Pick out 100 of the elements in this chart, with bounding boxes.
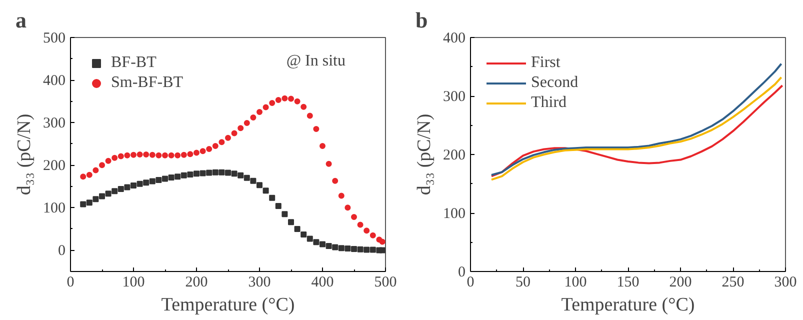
point xyxy=(212,142,218,149)
x-tick-label: 250 xyxy=(722,274,744,290)
point xyxy=(262,188,269,194)
point xyxy=(149,152,156,158)
point xyxy=(370,246,376,253)
point xyxy=(282,211,288,218)
point xyxy=(187,151,194,158)
y-tick-label: 100 xyxy=(443,206,466,222)
point xyxy=(294,98,300,104)
point xyxy=(313,239,320,246)
y-tick-label: 400 xyxy=(43,73,66,90)
point xyxy=(300,104,307,110)
point xyxy=(370,232,376,238)
point xyxy=(168,152,174,158)
point xyxy=(92,167,99,174)
annotation: @ In situ xyxy=(286,52,346,70)
point xyxy=(262,104,269,110)
y-tick-label: 100 xyxy=(43,200,66,217)
point xyxy=(143,152,150,158)
chart-title: b xyxy=(416,8,428,32)
point xyxy=(99,162,105,168)
point xyxy=(344,246,351,252)
point xyxy=(364,246,370,253)
point xyxy=(112,188,118,194)
point xyxy=(212,169,218,176)
point xyxy=(200,148,206,154)
point xyxy=(256,182,262,188)
point xyxy=(105,190,112,197)
point xyxy=(244,174,250,181)
point xyxy=(338,245,344,252)
x-tick-label: 50 xyxy=(516,274,530,290)
x-axis-title: Temperature (°C) xyxy=(161,294,295,316)
x-tick-label: 300 xyxy=(774,274,797,290)
point xyxy=(143,180,150,186)
point xyxy=(282,95,288,102)
point xyxy=(269,194,276,201)
point xyxy=(168,174,174,180)
point xyxy=(332,244,338,250)
legend-label: Third xyxy=(531,94,567,112)
point xyxy=(124,184,130,190)
point xyxy=(231,170,238,177)
point xyxy=(238,172,244,178)
y-tick-label: 400 xyxy=(443,30,466,46)
y-tick-label: 0 xyxy=(58,243,66,260)
point xyxy=(326,160,332,167)
point xyxy=(130,152,136,158)
point xyxy=(174,174,181,180)
point xyxy=(326,242,332,249)
point xyxy=(275,97,282,104)
legend-label: First xyxy=(531,54,560,72)
point xyxy=(194,150,200,156)
point xyxy=(200,170,206,176)
point xyxy=(300,231,307,238)
x-tick-label: 500 xyxy=(374,274,397,290)
point xyxy=(306,236,313,242)
point xyxy=(149,178,156,184)
point xyxy=(357,222,364,228)
point xyxy=(364,228,370,234)
point xyxy=(250,114,256,120)
point xyxy=(206,170,212,176)
point xyxy=(269,100,276,106)
point xyxy=(162,152,168,158)
point xyxy=(351,246,357,252)
point xyxy=(136,152,143,158)
x-tick-label: 300 xyxy=(248,274,271,290)
x-tick-label: 400 xyxy=(311,274,334,290)
point xyxy=(256,108,262,115)
y-axis-title: d₃₃ (pC/N) xyxy=(14,114,35,196)
point xyxy=(357,246,364,252)
y-tick-label: 300 xyxy=(443,89,466,105)
point xyxy=(344,204,351,211)
point xyxy=(187,171,194,178)
point xyxy=(250,178,256,184)
point xyxy=(379,247,386,254)
point xyxy=(86,172,92,178)
point xyxy=(320,142,326,149)
legend-label: Sm-BF-BT xyxy=(111,74,184,92)
y-tick-label: 200 xyxy=(43,158,66,174)
point xyxy=(351,214,357,220)
point xyxy=(288,96,294,102)
point xyxy=(379,238,386,245)
point xyxy=(156,152,162,158)
point xyxy=(118,186,124,192)
point xyxy=(174,152,181,158)
y-tick-label: 200 xyxy=(443,148,466,164)
point xyxy=(124,152,130,158)
chart-title: a xyxy=(16,8,26,32)
y-tick-label: 300 xyxy=(43,116,66,132)
point xyxy=(118,153,124,160)
point xyxy=(162,176,168,182)
point xyxy=(338,192,344,199)
point xyxy=(218,169,225,176)
x-tick-label: 150 xyxy=(616,274,640,290)
point xyxy=(180,172,187,178)
point xyxy=(332,178,338,184)
point xyxy=(238,125,244,132)
point xyxy=(288,219,294,226)
point xyxy=(294,226,300,232)
point xyxy=(80,174,86,180)
point xyxy=(313,126,320,132)
